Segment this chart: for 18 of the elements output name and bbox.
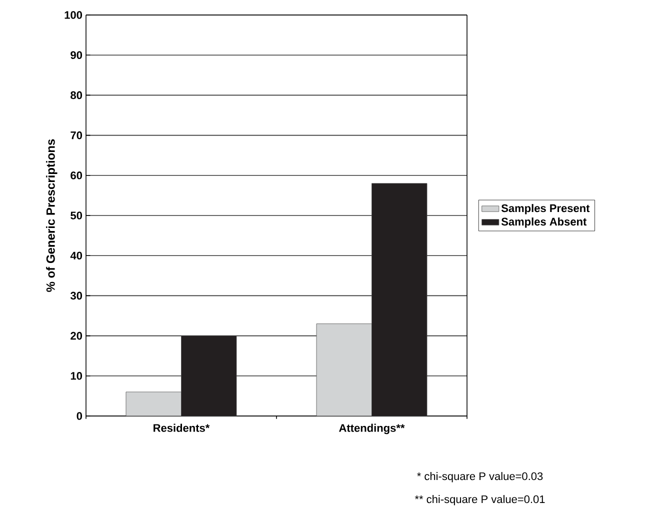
y-tick-label: 80 xyxy=(70,91,82,100)
x-tick-label: Attendings** xyxy=(339,424,405,434)
y-tick-label: 10 xyxy=(70,372,82,380)
y-tick-label: 40 xyxy=(70,252,82,260)
text: ** chi-square P value=0.01 xyxy=(414,495,545,506)
legend-label: Samples Absent xyxy=(501,218,587,228)
x-tick-label: Residents* xyxy=(154,424,210,432)
y-tick-label: 70 xyxy=(70,131,82,140)
legend-label: Samples Present xyxy=(501,204,590,214)
y-axis-title: % of Generic Prescriptions xyxy=(46,139,58,292)
y-tick-label: 100 xyxy=(64,11,82,19)
y-tick-label: 50 xyxy=(70,212,82,220)
y-tick-label: 0 xyxy=(76,412,82,420)
y-tick-label: 90 xyxy=(70,51,82,59)
y-tick-label: 30 xyxy=(70,292,82,300)
y-tick-label: 60 xyxy=(70,172,82,180)
y-tick-label: 20 xyxy=(70,332,82,340)
text: * chi-square P value=0.03 xyxy=(417,472,543,482)
